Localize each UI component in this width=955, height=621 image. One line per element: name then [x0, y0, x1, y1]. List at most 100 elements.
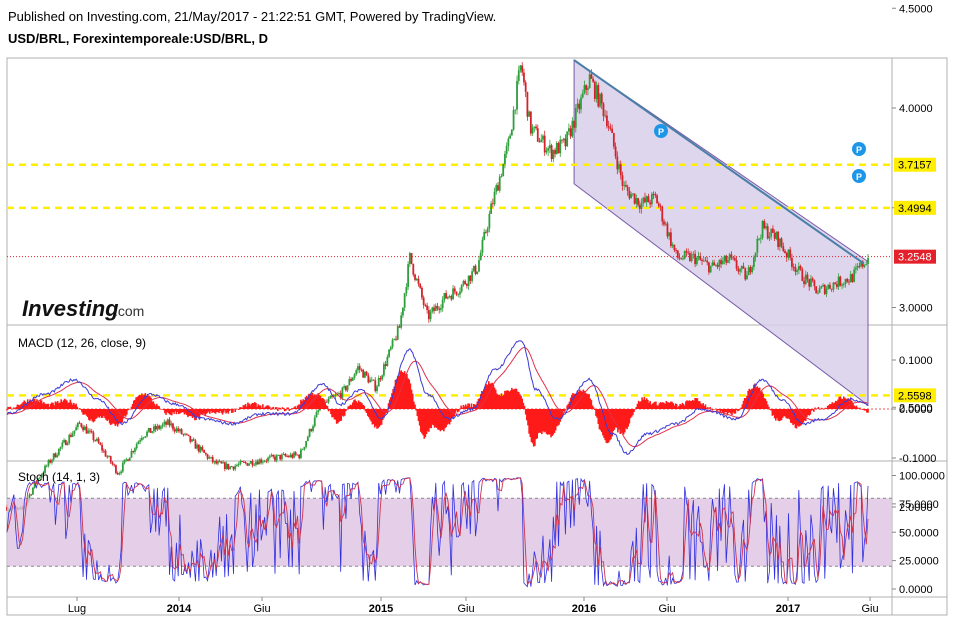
macd-histogram-bar: [441, 409, 444, 430]
macd-histogram-bar: [607, 409, 610, 443]
candle-body: [54, 453, 57, 458]
macd-histogram-bar: [773, 409, 776, 419]
macd-histogram-bar: [638, 402, 641, 409]
macd-histogram-bar: [829, 403, 831, 409]
macd-histogram-bar: [749, 389, 752, 409]
candle-body: [619, 164, 622, 176]
candle-body: [813, 280, 816, 287]
candle-body: [191, 439, 193, 442]
candle-body: [383, 364, 385, 376]
macd-histogram-bar: [81, 409, 83, 413]
macd-histogram-bar: [350, 405, 353, 409]
candle-body: [661, 206, 664, 222]
macd-histogram-bar: [289, 409, 292, 410]
candle-body: [175, 428, 178, 432]
candle-body: [502, 163, 505, 177]
candle-body: [199, 446, 202, 452]
macd-histogram-bar: [111, 409, 113, 425]
candle-body: [657, 203, 660, 207]
candle-body: [170, 423, 173, 426]
candle-body: [540, 139, 543, 143]
macd-histogram-bar: [855, 405, 858, 409]
candle-body: [763, 221, 766, 229]
candle-body: [227, 463, 230, 470]
macd-histogram-bar: [407, 378, 409, 409]
candle-body: [718, 260, 721, 267]
macd-histogram-bar: [94, 409, 97, 419]
candle-body: [823, 285, 826, 295]
candle-body: [523, 72, 525, 83]
macd-histogram-bar: [491, 382, 494, 409]
candle-body: [165, 421, 167, 425]
candle-body: [277, 454, 280, 456]
candle-body: [628, 190, 631, 199]
macd-histogram-bar: [633, 409, 635, 413]
candle-body: [552, 149, 555, 160]
macd-histogram-bar: [176, 409, 179, 413]
candle-body: [737, 268, 740, 272]
macd-histogram-bar: [500, 393, 503, 409]
candle-body: [261, 461, 264, 463]
candle-body: [592, 78, 595, 82]
candle-body: [395, 338, 397, 340]
macd-histogram-bar: [496, 393, 498, 409]
macd-histogram-bar: [746, 395, 748, 409]
candle-body: [642, 197, 645, 204]
macd-histogram-bar: [188, 409, 190, 416]
macd-histogram-bar: [156, 403, 158, 409]
macd-histogram-bar: [152, 401, 155, 409]
event-pin-icon: [852, 142, 866, 156]
macd-histogram-bar: [844, 397, 846, 409]
macd-histogram-bar: [728, 409, 731, 413]
macd-histogram-bar: [751, 388, 754, 409]
candle-body: [96, 438, 98, 441]
macd-histogram-bar: [7, 406, 9, 409]
candle-body: [595, 85, 598, 99]
macd-histogram-bar: [64, 399, 67, 409]
candle-body: [427, 309, 430, 320]
macd-histogram-bar: [492, 384, 495, 409]
candle-body: [338, 393, 340, 394]
macd-histogram-bar: [551, 409, 553, 436]
candle-body: [593, 81, 596, 99]
candle-body: [327, 398, 330, 403]
candle-body: [796, 270, 799, 272]
candle-body: [770, 228, 773, 237]
candle-body: [279, 454, 282, 460]
macd-histogram-bar: [680, 404, 683, 409]
candle-body: [419, 283, 422, 288]
macd-histogram-bar: [268, 406, 271, 409]
macd-histogram-bar: [681, 402, 684, 409]
macd-histogram-bar: [732, 409, 734, 413]
candle-body: [754, 252, 757, 258]
candle-body: [780, 238, 783, 247]
macd-histogram-bar: [804, 409, 807, 421]
macd-histogram-bar: [53, 405, 56, 409]
candle-body: [32, 487, 34, 495]
macd-histogram-bar: [21, 403, 23, 409]
candle-body: [149, 427, 152, 433]
candle-body: [410, 253, 413, 264]
macd-histogram-bar: [45, 404, 47, 409]
candle-body: [57, 448, 60, 456]
candle-body: [267, 457, 269, 462]
macd-histogram-bar: [259, 405, 262, 409]
candle-body: [436, 305, 439, 309]
macd-histogram-bar: [256, 406, 258, 409]
macd-histogram-bar: [294, 406, 296, 409]
macd-histogram-bar: [630, 409, 633, 417]
macd-histogram-bar: [806, 409, 808, 417]
candle-body: [784, 250, 786, 253]
candle-body: [116, 473, 119, 475]
macd-histogram-bar: [460, 405, 462, 409]
macd-histogram-bar: [702, 403, 704, 409]
candle-body: [720, 260, 722, 265]
macd-histogram-bar: [558, 409, 560, 425]
macd-histogram-bar: [710, 409, 713, 410]
macd-histogram-bar: [758, 387, 761, 409]
macd-histogram-bar: [32, 398, 35, 409]
time-tick-label: 2016: [572, 603, 596, 615]
macd-histogram-bar: [694, 397, 696, 409]
candle-body: [63, 440, 65, 443]
macd-histogram-bar: [685, 401, 687, 409]
